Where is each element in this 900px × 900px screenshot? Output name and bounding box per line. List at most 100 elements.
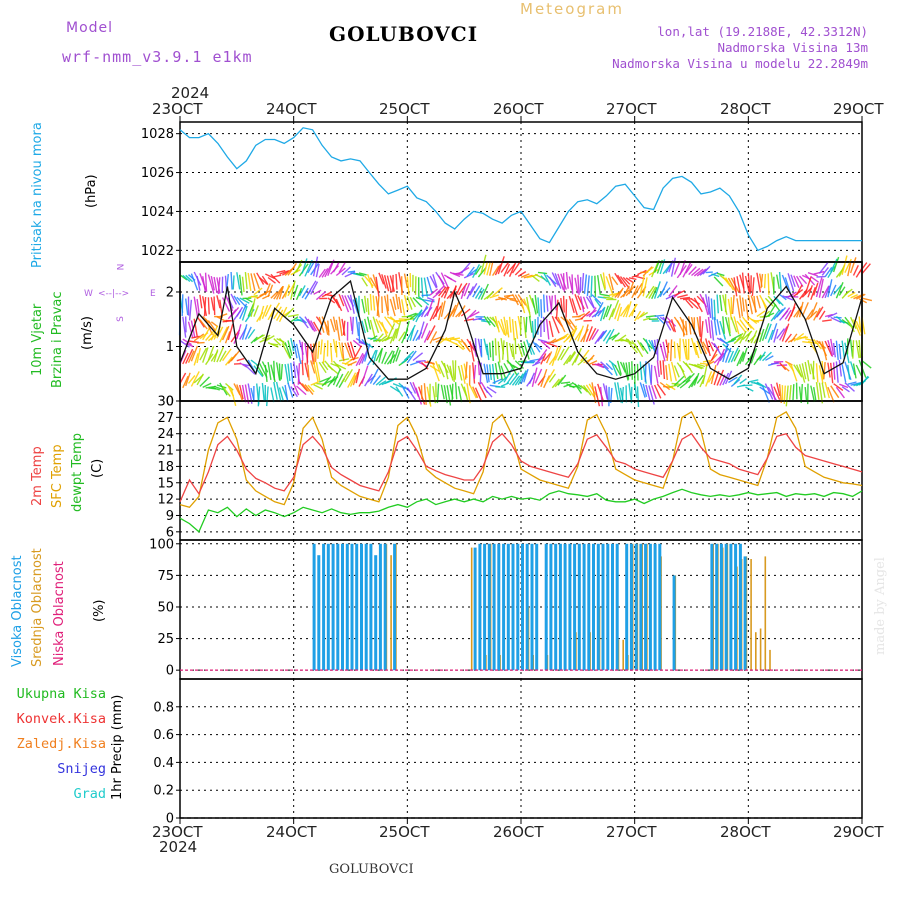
wind-barb bbox=[182, 338, 192, 346]
wind-barb bbox=[770, 323, 778, 341]
sfc-temp-line bbox=[179, 410, 863, 509]
wind-barb bbox=[625, 338, 634, 345]
wind-barb bbox=[751, 277, 755, 297]
wind-barb bbox=[668, 384, 678, 388]
wind-barb bbox=[332, 338, 337, 353]
wind-barb bbox=[776, 298, 784, 307]
wind-barb bbox=[784, 277, 791, 294]
wind-barb bbox=[702, 341, 710, 353]
wind-barb bbox=[341, 266, 351, 276]
wind-barb bbox=[366, 273, 374, 289]
wind-barb bbox=[722, 372, 730, 386]
wind-barb bbox=[577, 356, 588, 366]
wind-barb bbox=[781, 274, 788, 288]
wind-barb bbox=[232, 275, 235, 290]
wind-barb bbox=[713, 299, 716, 321]
wind-barb bbox=[614, 272, 623, 285]
wind-barb bbox=[460, 308, 471, 317]
high-cloud-bar bbox=[592, 543, 595, 671]
high-cloud-bar bbox=[563, 543, 567, 671]
panel-pressure: 1022 1024 1026 1028 bbox=[141, 121, 863, 263]
wind-barb bbox=[841, 340, 846, 360]
wind-barb bbox=[267, 361, 272, 381]
wind-barb bbox=[560, 346, 570, 361]
wind-barb bbox=[739, 318, 750, 332]
wind-barb bbox=[497, 256, 505, 275]
wind-barb bbox=[713, 276, 724, 287]
wind-barb bbox=[224, 356, 233, 366]
wind-barb bbox=[202, 327, 211, 341]
wind-barb bbox=[804, 361, 810, 382]
wind-barb bbox=[804, 309, 814, 322]
wind-barb bbox=[724, 370, 733, 385]
wind-barb bbox=[645, 285, 655, 299]
wind-barb bbox=[361, 365, 369, 384]
wind-barb bbox=[264, 283, 271, 296]
wind-barb bbox=[852, 340, 855, 359]
wind-barb bbox=[314, 342, 318, 363]
wind-barb bbox=[426, 325, 436, 341]
wind-barb bbox=[213, 349, 219, 363]
wind-barb bbox=[548, 373, 557, 383]
wind-barb bbox=[673, 375, 685, 387]
wind-barb bbox=[600, 329, 608, 340]
wind-barb bbox=[750, 348, 758, 364]
wind-barb bbox=[179, 372, 187, 384]
wind-barb bbox=[628, 362, 631, 377]
wind-barb bbox=[540, 340, 551, 350]
wind-barb bbox=[693, 342, 700, 359]
wind-barb bbox=[614, 382, 619, 401]
wind-barb bbox=[685, 263, 693, 274]
tick-label: 27OCT bbox=[606, 100, 657, 118]
wind-barb bbox=[497, 376, 508, 385]
wind-barb bbox=[767, 273, 770, 295]
wind-barb bbox=[659, 281, 668, 298]
wind-barb bbox=[557, 348, 565, 361]
wind-barb bbox=[193, 296, 199, 318]
wind-barb bbox=[327, 364, 339, 375]
wind-barb bbox=[716, 319, 721, 335]
wind-barb bbox=[463, 342, 471, 353]
wind-barb bbox=[616, 382, 622, 403]
wind-barb bbox=[284, 342, 292, 359]
wind-barb bbox=[230, 349, 241, 362]
wind-barb bbox=[375, 333, 384, 343]
wind-barb bbox=[224, 331, 231, 344]
wind-barb bbox=[639, 275, 645, 295]
wind-barb bbox=[320, 339, 323, 355]
wind-barb bbox=[182, 316, 187, 338]
wind-barb bbox=[716, 369, 725, 386]
wind-barb bbox=[545, 351, 553, 364]
wind-barb bbox=[181, 294, 184, 317]
wind-barb bbox=[741, 272, 745, 294]
wind-barb bbox=[764, 323, 772, 340]
wind-barb bbox=[349, 294, 355, 314]
wind-barb bbox=[849, 257, 857, 274]
wind-barb bbox=[619, 276, 630, 290]
wind-barb bbox=[815, 363, 819, 383]
wind-barb bbox=[565, 271, 569, 289]
wind-barb bbox=[764, 297, 774, 307]
wind-barb bbox=[338, 316, 343, 337]
wind-barb bbox=[329, 342, 333, 363]
wind-barb bbox=[818, 261, 829, 274]
wind-barb bbox=[196, 347, 201, 364]
wind-barb bbox=[588, 307, 597, 318]
wind-barb bbox=[605, 328, 615, 344]
wind-barb bbox=[690, 376, 698, 388]
wind-barb bbox=[494, 362, 499, 380]
wind-barb bbox=[634, 383, 638, 399]
wind-barb bbox=[659, 343, 666, 362]
wind-barb bbox=[614, 364, 622, 377]
wind-barb bbox=[472, 285, 481, 298]
wind-barb bbox=[210, 297, 215, 311]
high-cloud-bar bbox=[535, 543, 539, 671]
wind-barb bbox=[401, 384, 410, 399]
model-label: Model bbox=[66, 20, 114, 36]
wind-barb bbox=[711, 273, 720, 278]
wind-barb bbox=[213, 296, 216, 316]
wind-barb bbox=[520, 299, 526, 314]
wind-barb bbox=[685, 372, 695, 383]
high-cloud-bar bbox=[336, 543, 340, 671]
